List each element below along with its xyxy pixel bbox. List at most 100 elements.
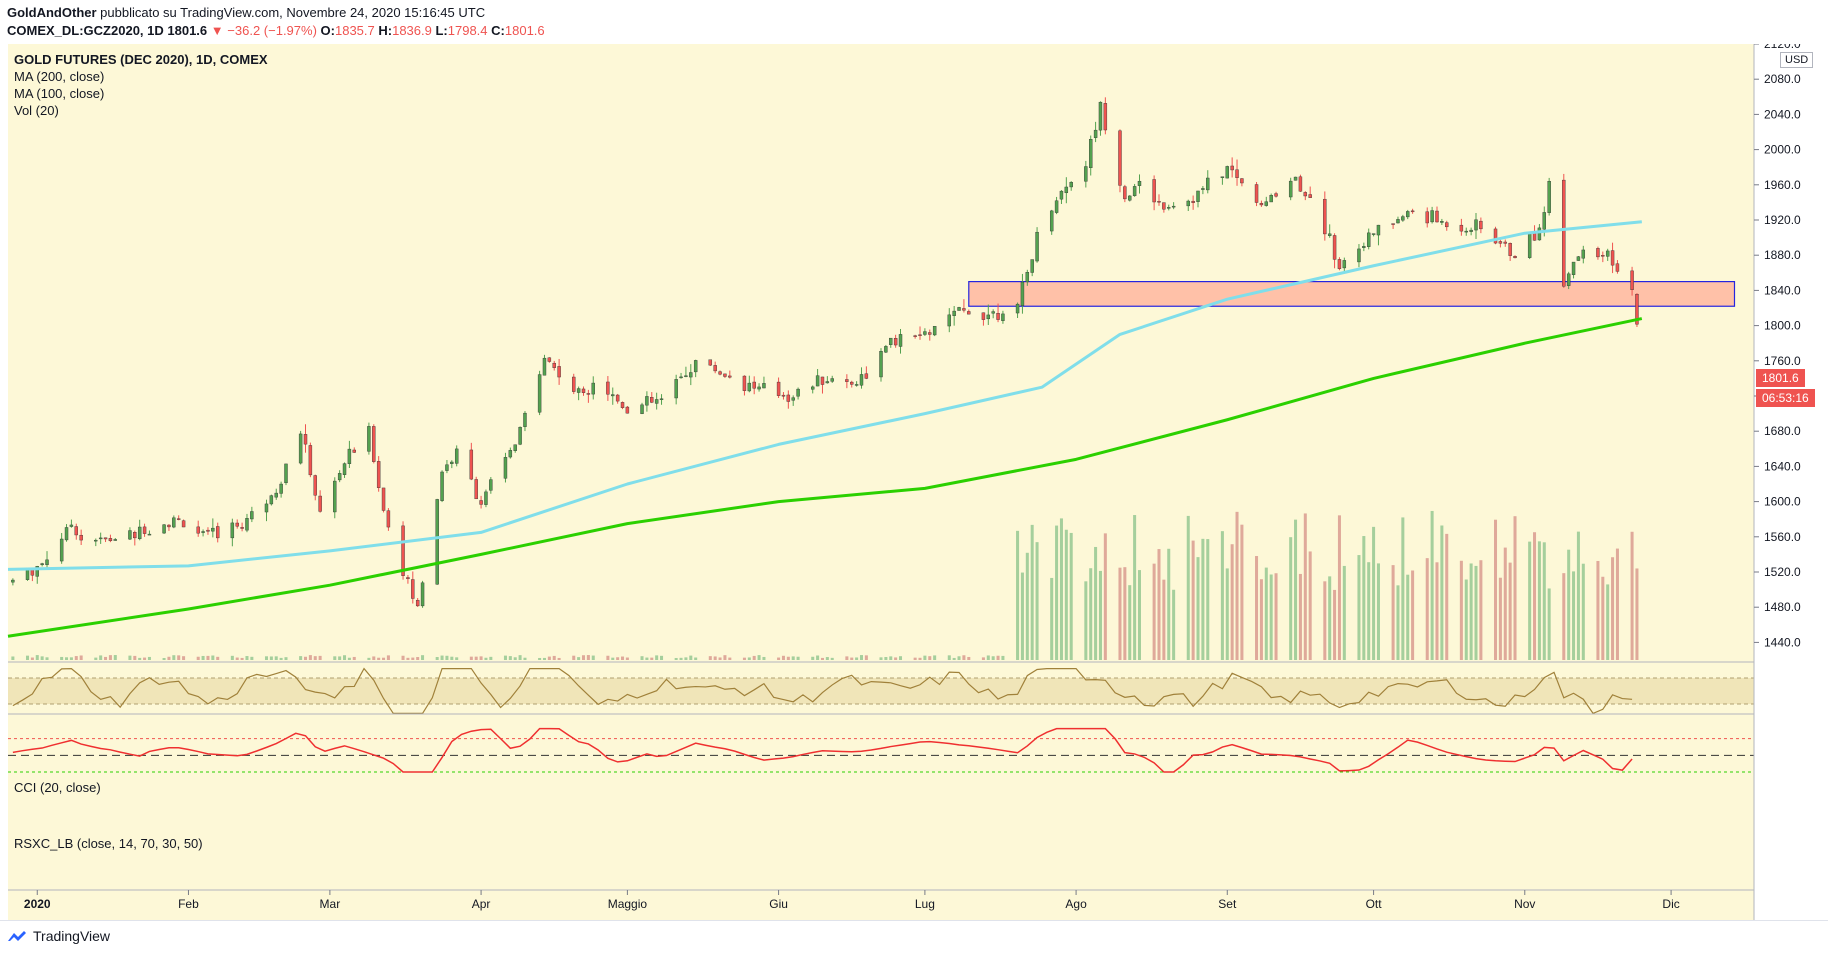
candle-body xyxy=(791,397,795,401)
price-tick-label: 1440.0 xyxy=(1764,635,1801,649)
candle-body xyxy=(718,371,722,375)
candle-body xyxy=(1435,210,1439,223)
candle-body xyxy=(845,379,849,382)
candle-body xyxy=(1571,261,1576,275)
candle-body xyxy=(518,426,522,445)
candle-body xyxy=(235,522,239,527)
candle-body xyxy=(337,473,342,481)
support-zone-group[interactable] xyxy=(968,281,1736,307)
legend-ma100[interactable]: MA (100, close) xyxy=(14,86,105,101)
candle-body xyxy=(69,524,74,527)
last-price: 1801.6 xyxy=(167,23,208,38)
volume-bar xyxy=(264,656,268,660)
candle-body xyxy=(216,526,220,539)
ma100-line xyxy=(7,220,1642,571)
legend-ma200[interactable]: MA (200, close) xyxy=(14,69,105,84)
volume-bar xyxy=(889,656,893,660)
candle-body xyxy=(1537,227,1542,241)
volume-bar xyxy=(1533,532,1537,660)
candle-body xyxy=(884,346,888,353)
volume-bar xyxy=(1035,542,1039,660)
candle-body xyxy=(1093,129,1098,138)
volume-bar xyxy=(1303,513,1307,660)
last-price-tag: 1801.6 xyxy=(1756,369,1805,387)
candle-body xyxy=(918,334,922,336)
candle-body xyxy=(1201,188,1205,190)
author-name[interactable]: GoldAndOther xyxy=(7,5,97,20)
chart-canvas[interactable]: 0.00 80.040.0 1440.01480.01520.01560.016… xyxy=(0,44,1828,920)
candle-body xyxy=(308,445,313,476)
volume-bar xyxy=(1572,571,1576,660)
volume-bar xyxy=(713,656,717,660)
time-axis[interactable]: 2020 Feb Mar Apr Maggio Giu Lug Ago Set Ott Nov Dic xyxy=(8,889,1754,911)
volume-bar xyxy=(1503,547,1507,660)
candle-body xyxy=(932,326,937,336)
candle-body xyxy=(557,366,561,378)
candle-body xyxy=(859,374,864,386)
candle-body xyxy=(1542,212,1546,230)
price-tick-label: 2000.0 xyxy=(1764,143,1801,157)
tradingview-logo[interactable]: TradingView xyxy=(6,928,110,944)
volume-bar xyxy=(279,657,283,660)
volume-bar xyxy=(352,656,356,660)
candle-body xyxy=(162,524,166,534)
volume-bar xyxy=(40,656,44,660)
volume-bar xyxy=(1469,563,1473,660)
volume-bar xyxy=(1055,525,1059,660)
candle-body xyxy=(850,381,854,385)
volume-bar xyxy=(484,657,488,660)
candle-body xyxy=(1196,190,1200,202)
candle-body xyxy=(1171,205,1176,208)
chart-header: GoldAndOther pubblicato su TradingView.c… xyxy=(0,0,1828,44)
candle-body xyxy=(889,337,893,345)
rsi-label[interactable]: RSXC_LB (close, 14, 70, 30, 50) xyxy=(14,836,203,851)
volume-bar xyxy=(1464,579,1468,660)
candle-body xyxy=(386,510,391,528)
volume-bar xyxy=(591,655,595,660)
candle-body xyxy=(318,495,322,512)
volume-bar xyxy=(1367,562,1371,660)
volume-bar xyxy=(1547,588,1551,660)
volume-bar xyxy=(1308,551,1312,660)
candle-body xyxy=(45,559,49,565)
candle-body xyxy=(445,464,449,471)
candle-body xyxy=(1332,235,1337,260)
volume-bar xyxy=(1396,585,1400,660)
volume-bar xyxy=(513,657,517,660)
candle-body xyxy=(269,495,274,505)
candle-body xyxy=(94,539,98,542)
volume-bar xyxy=(1562,573,1566,660)
price-change: −36.2 (−1.97%) xyxy=(227,23,317,38)
candle-body xyxy=(645,396,649,406)
candle-body xyxy=(1445,222,1449,228)
candle-body xyxy=(1498,241,1503,244)
candle-body xyxy=(893,338,898,346)
candle-body xyxy=(172,517,176,528)
cci-line xyxy=(12,667,1633,715)
candle-body xyxy=(1025,272,1030,283)
candle-body xyxy=(684,375,688,377)
symbol: COMEX_DL:GCZ2020, 1D xyxy=(7,23,164,38)
volume-bar xyxy=(781,655,785,660)
volume-bar xyxy=(1298,573,1302,660)
volume-bar xyxy=(786,656,790,660)
legend-volume[interactable]: Vol (20) xyxy=(14,103,59,118)
candle-body xyxy=(1015,303,1020,314)
candle-body xyxy=(142,526,147,534)
volume-bar xyxy=(1255,556,1259,660)
cci-label[interactable]: CCI (20, close) xyxy=(14,780,101,795)
candle-body xyxy=(1391,223,1395,225)
candle-body xyxy=(1362,246,1366,248)
volume-bar xyxy=(196,656,200,660)
candle-body xyxy=(1191,200,1195,203)
price-axis[interactable]: 1440.0 1480.0 1520.0 1560.0 1600.0 1640.0 1680… xyxy=(1753,44,1828,920)
candle-body xyxy=(40,563,44,565)
currency-badge[interactable]: USD xyxy=(1780,52,1814,68)
candle-body xyxy=(679,376,683,379)
down-arrow-icon: ▼ xyxy=(210,23,224,38)
volume-bar xyxy=(401,655,405,660)
volume-bar xyxy=(820,657,824,660)
volume-bar xyxy=(1479,560,1483,660)
candle-body xyxy=(1167,207,1171,209)
volume-bar xyxy=(879,657,883,660)
